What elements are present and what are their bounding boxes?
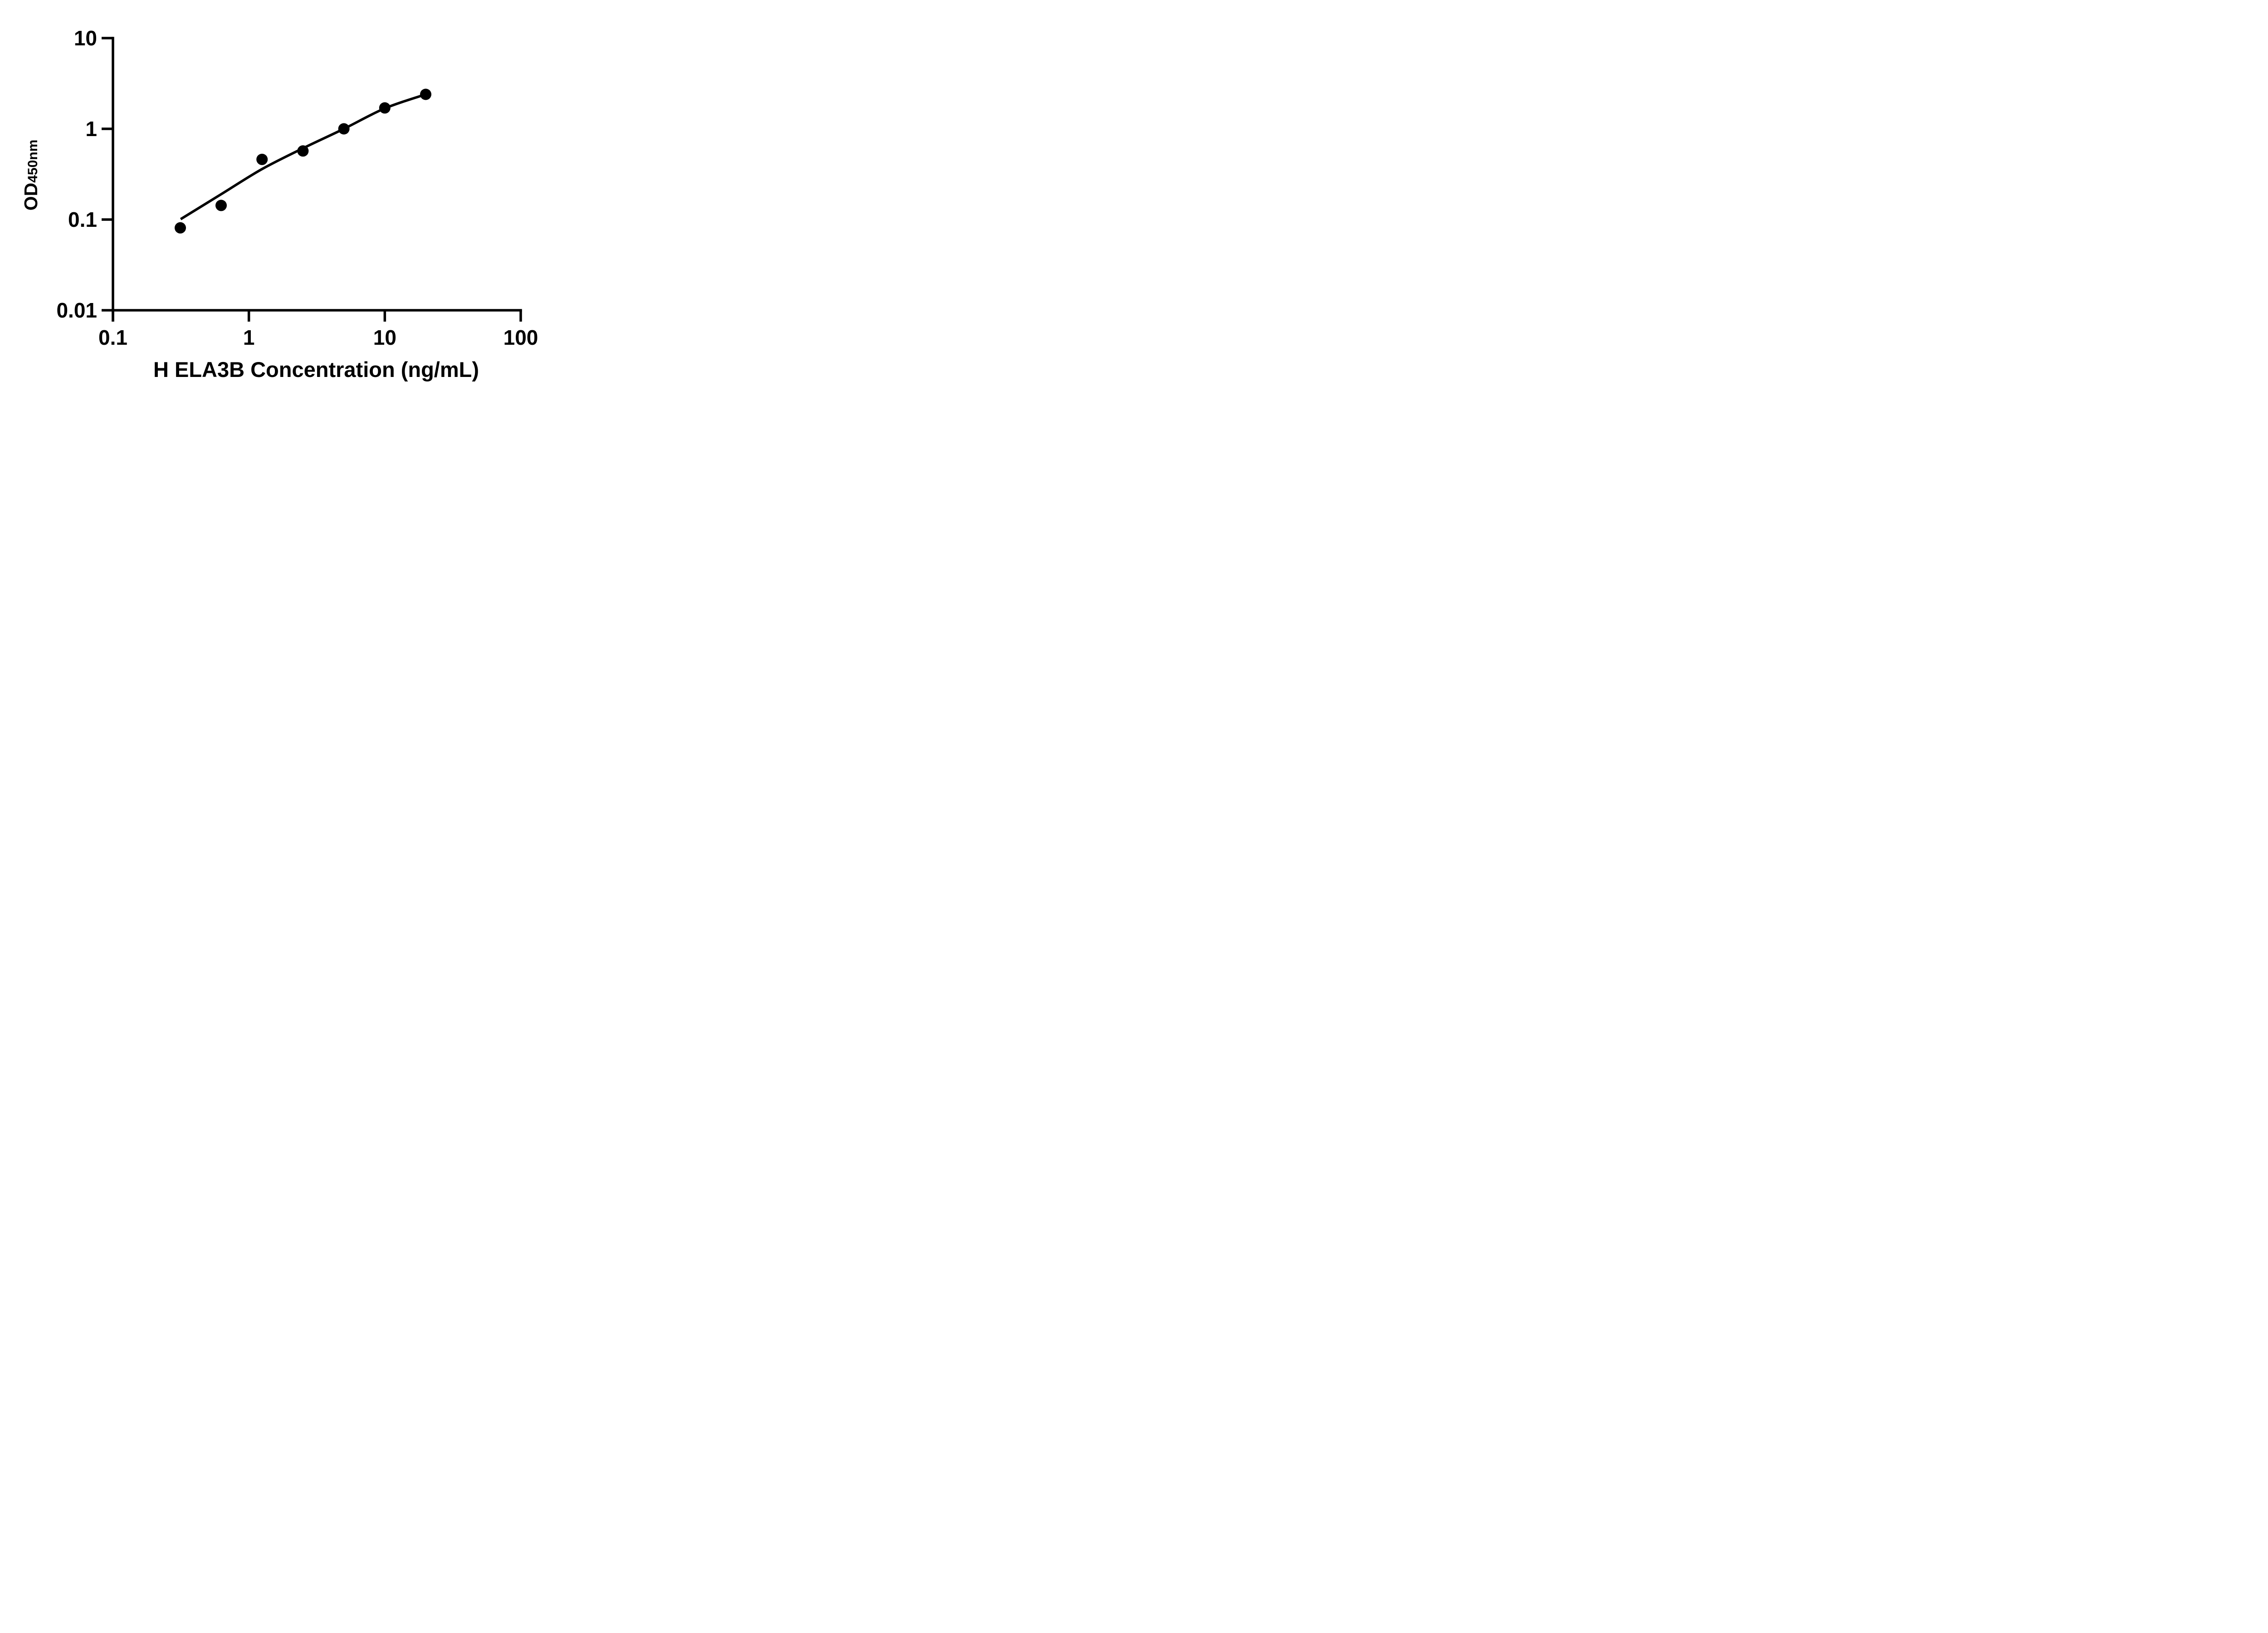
y-tick-label: 0.1 xyxy=(68,208,97,231)
data-point xyxy=(215,200,227,211)
data-point xyxy=(256,153,268,165)
data-point xyxy=(297,145,309,157)
x-tick-label: 10 xyxy=(373,326,396,349)
y-tick-label: 0.01 xyxy=(56,298,97,322)
data-point xyxy=(420,88,431,100)
x-tick-label: 100 xyxy=(503,326,538,349)
x-tick-label: 0.1 xyxy=(98,326,127,349)
data-point xyxy=(338,123,350,135)
data-point xyxy=(175,222,186,234)
standard-curve-figure: 0.01 0.1 1 10 0.1 1 10 100 OD450nm H ELA3B Con… xyxy=(0,0,583,408)
x-tick-label: 1 xyxy=(243,326,255,349)
y-axis-title-main: OD xyxy=(20,182,41,211)
data-point xyxy=(379,102,391,114)
plot-area xyxy=(102,37,522,322)
fit-curve xyxy=(180,93,426,220)
y-tick-label: 10 xyxy=(73,26,97,50)
y-axis-title: OD450nm xyxy=(17,107,44,243)
y-tick-label: 1 xyxy=(85,117,97,141)
x-axis-title: H ELA3B Concentration (ng/mL) xyxy=(153,357,479,381)
y-axis-title-subscript: 450nm xyxy=(25,139,40,183)
